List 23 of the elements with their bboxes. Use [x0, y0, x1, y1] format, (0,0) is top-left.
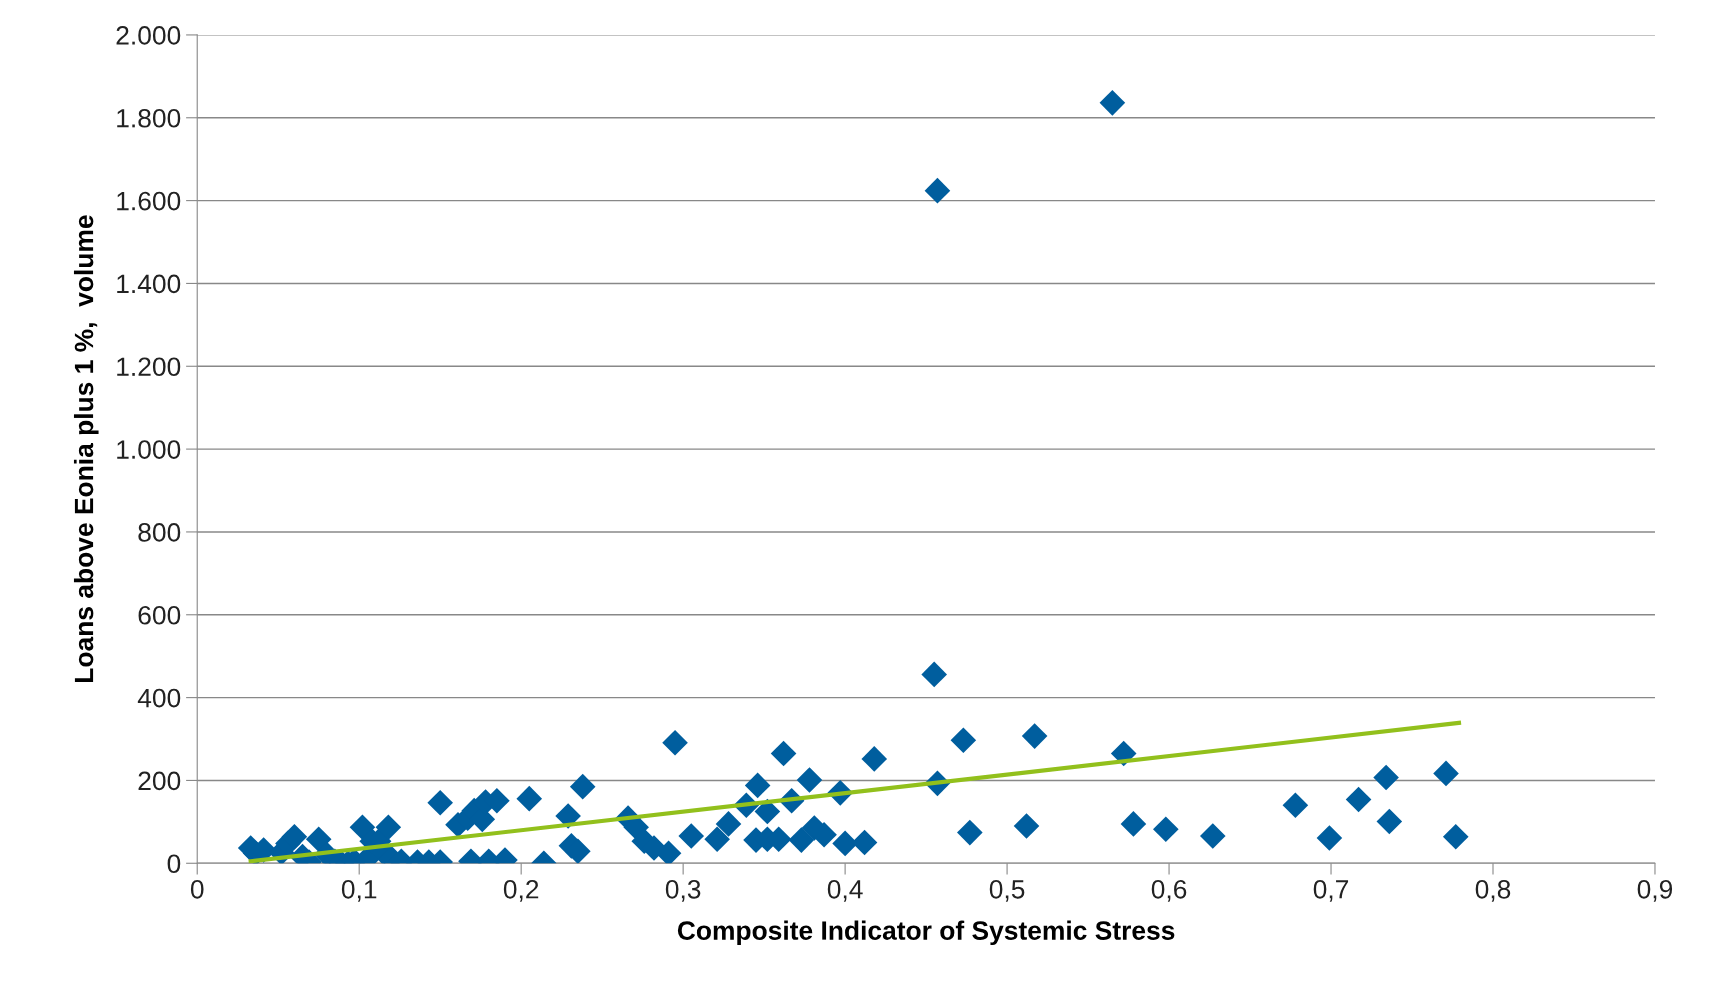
x-axis-title: Composite Indicator of Systemic Stress — [677, 920, 1175, 946]
x-tick-label: 0 — [190, 879, 204, 899]
x-tick-label: 0,1 — [341, 879, 377, 902]
x-tick-label: 0,6 — [1151, 879, 1187, 902]
y-tick-label: 1.200 — [117, 357, 181, 377]
y-tick-label: 1.800 — [117, 108, 181, 128]
x-tick-label: 0,9 — [1637, 879, 1673, 902]
y-tick-label: 0 — [167, 854, 181, 874]
x-tick-label: 0,2 — [503, 879, 539, 902]
y-tick-label: 1.600 — [117, 191, 181, 211]
x-tick-label: 0,3 — [665, 879, 701, 902]
y-tick-label: 600 — [138, 605, 181, 625]
y-tick-label: 2.000 — [116, 26, 181, 45]
y-tick-label: 400 — [137, 688, 181, 708]
y-axis-title: Loans above Eonia plus 1 %, volume — [73, 215, 99, 682]
y-tick-label: 1.400 — [117, 274, 181, 294]
x-tick-label: 0,5 — [989, 879, 1025, 902]
x-tick-label: 0,8 — [1475, 879, 1511, 902]
y-tick-label: 1.000 — [117, 440, 181, 459]
x-tick-label: 0,4 — [827, 879, 863, 902]
y-tick-label: 200 — [138, 771, 181, 791]
x-tick-label: 0,7 — [1313, 879, 1349, 902]
y-tick-label: 800 — [138, 523, 181, 542]
